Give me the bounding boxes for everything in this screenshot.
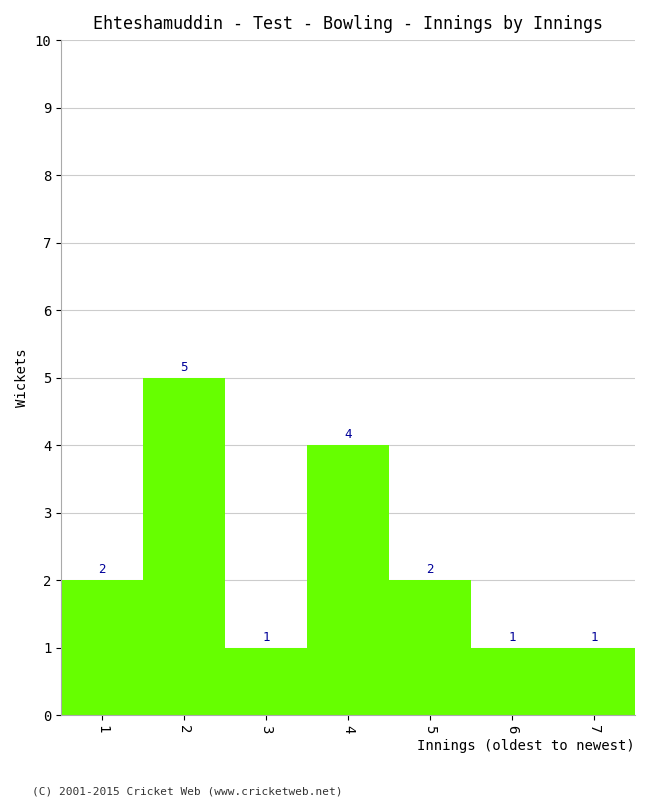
Text: (C) 2001-2015 Cricket Web (www.cricketweb.net): (C) 2001-2015 Cricket Web (www.cricketwe… [32, 786, 343, 796]
Bar [471, 648, 553, 715]
Text: 4: 4 [344, 428, 352, 442]
Bar [61, 580, 143, 715]
Text: 2: 2 [426, 563, 434, 576]
Bar [225, 648, 307, 715]
Text: 2: 2 [98, 563, 106, 576]
Y-axis label: Wickets: Wickets [15, 349, 29, 407]
Text: 1: 1 [262, 630, 270, 644]
Text: 5: 5 [180, 361, 188, 374]
Title: Ehteshamuddin - Test - Bowling - Innings by Innings: Ehteshamuddin - Test - Bowling - Innings… [93, 15, 603, 33]
Bar [143, 378, 225, 715]
X-axis label: Innings (oldest to newest): Innings (oldest to newest) [417, 739, 635, 753]
Bar [307, 446, 389, 715]
Text: 1: 1 [590, 630, 598, 644]
Bar [389, 580, 471, 715]
Bar [553, 648, 635, 715]
Text: 1: 1 [508, 630, 515, 644]
